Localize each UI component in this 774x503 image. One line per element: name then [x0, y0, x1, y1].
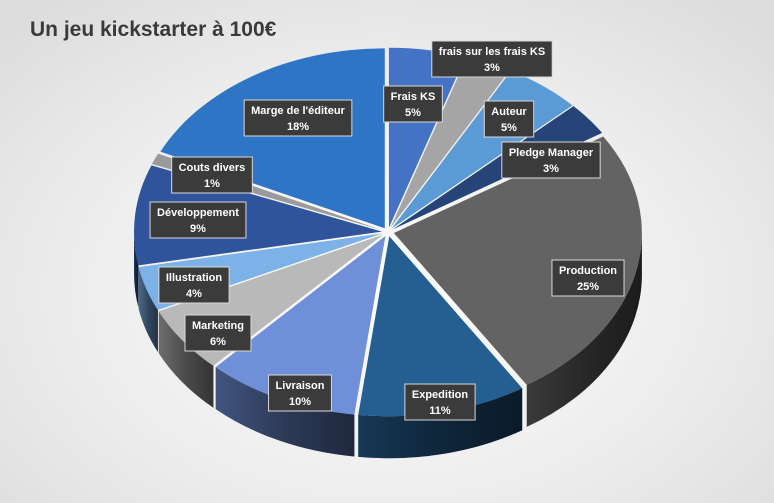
- data-label-value: 5%: [501, 122, 517, 134]
- pie-slice-6: [215, 235, 386, 415]
- data-label-value: 10%: [289, 396, 311, 408]
- data-label-value: 3%: [543, 163, 559, 175]
- pie-side-shade-4: [526, 232, 642, 427]
- pie-slice-1: [390, 56, 510, 229]
- data-label-value: 18%: [287, 121, 309, 133]
- data-label-box: [501, 141, 601, 179]
- data-label-name: Production: [559, 265, 617, 277]
- data-label-box: [551, 259, 625, 297]
- data-label-value: 9%: [190, 223, 206, 235]
- data-label-0: Frais KS 5%: [383, 85, 443, 123]
- pie-slice-5: [358, 236, 523, 417]
- pie-side-shade-6: [215, 367, 355, 457]
- data-label-box: [184, 314, 252, 352]
- pie-side-shade-5: [358, 388, 523, 459]
- data-label-name: Développement: [157, 207, 239, 219]
- data-label-value: 5%: [405, 107, 421, 119]
- pie-sides: [134, 231, 642, 459]
- data-label-11: Marge de l'éditeur 18%: [243, 99, 353, 137]
- data-label-name: Couts divers: [179, 162, 246, 174]
- data-label-name: Expedition: [412, 389, 469, 401]
- data-label-5: Expedition 11%: [404, 383, 476, 421]
- data-label-3: Pledge Manager 3%: [501, 141, 601, 179]
- data-label-name: Pledge Manager: [509, 147, 594, 159]
- data-label-value: 1%: [204, 178, 220, 190]
- data-label-9: Développement 9%: [149, 201, 247, 239]
- data-label-box: [268, 374, 332, 412]
- pie-slice-11: [160, 48, 385, 229]
- data-label-name: Illustration: [166, 272, 223, 284]
- data-label-value: 25%: [577, 281, 599, 293]
- data-label-box: [431, 40, 553, 78]
- pie-side-shade-9: [134, 231, 139, 308]
- pie-side-shade-8: [138, 267, 158, 352]
- data-label-box: [149, 201, 247, 239]
- pie-slice-4: [393, 136, 642, 385]
- data-label-box: [171, 156, 253, 194]
- data-label-1: frais sur les frais KS 3%: [431, 40, 553, 78]
- data-label-2: Auteur 5%: [483, 100, 535, 138]
- data-label-value: 6%: [210, 336, 226, 348]
- data-label-7: Marketing 6%: [184, 314, 252, 352]
- data-label-6: Livraison 10%: [268, 374, 332, 412]
- data-label-name: Auteur: [491, 106, 527, 118]
- data-label-value: 4%: [186, 288, 202, 300]
- data-label-value: 3%: [484, 62, 500, 74]
- data-label-box: [483, 100, 535, 138]
- data-label-8: Illustration 4%: [158, 266, 230, 304]
- data-label-value: 11%: [429, 405, 451, 417]
- pie-side-shade-7: [158, 311, 214, 408]
- pie-slice-3: [392, 106, 603, 230]
- data-label-name: frais sur les frais KS: [439, 46, 545, 58]
- data-label-name: Marge de l'éditeur: [251, 105, 345, 117]
- data-label-box: [383, 85, 443, 123]
- data-label-box: [158, 266, 230, 304]
- data-label-box: [243, 99, 353, 137]
- data-label-name: Marketing: [192, 320, 244, 332]
- data-label-box: [404, 383, 476, 421]
- data-label-4: Production 25%: [551, 259, 625, 297]
- data-label-name: Frais KS: [391, 91, 436, 103]
- data-label-10: Couts divers 1%: [171, 156, 253, 194]
- data-labels: Frais KS 5% frais sur les frais KS 3% Auteur…: [149, 40, 625, 421]
- chart-title: Un jeu kickstarter à 100€: [30, 18, 277, 41]
- data-label-name: Livraison: [276, 380, 325, 392]
